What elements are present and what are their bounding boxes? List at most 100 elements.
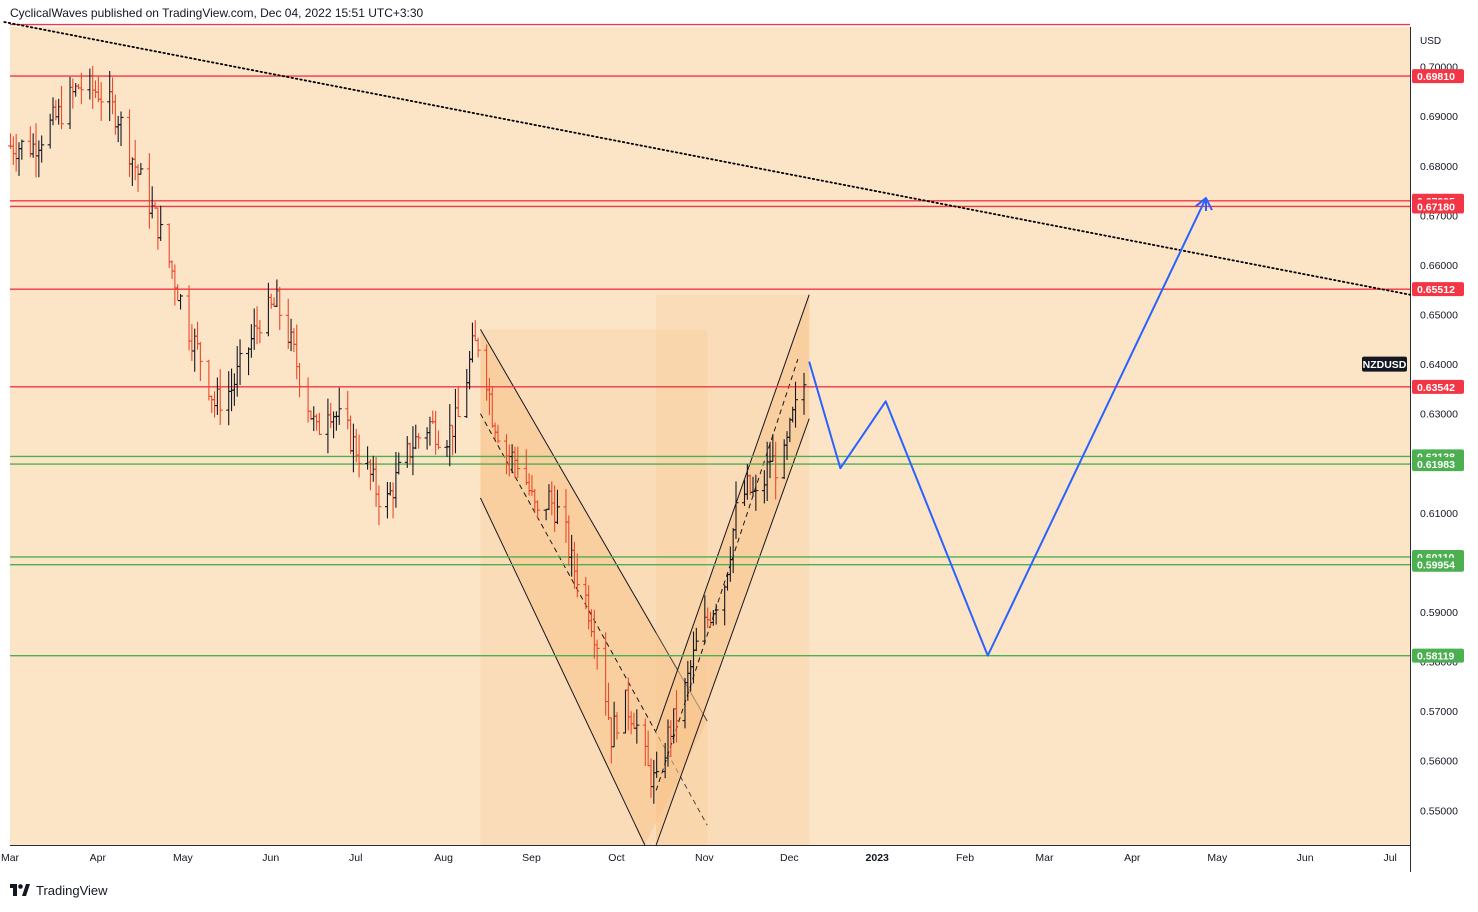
time-tick-label: May [1207,852,1228,864]
price-tick-label: 0.63000 [1420,409,1458,421]
price-axis[interactable]: USD0.700000.690000.680000.670000.660000.… [1420,36,1458,817]
time-tick-label: Dec [780,852,799,864]
price-tick-label: 0.64000 [1420,359,1458,371]
ohlc-bar [614,712,620,740]
price-tag-bg [1412,69,1464,84]
ohlc-bar [39,135,45,163]
ohlc-bar [197,342,203,382]
forecast-group[interactable] [808,197,1213,657]
ohlc-bar [158,205,164,241]
ohlc-bar [654,751,660,778]
price-tag-bg [1412,648,1464,663]
symbol-badge: NZDUSD [1362,356,1407,372]
price-tag: 0.69810 [1412,69,1464,84]
price-tag-text: 0.58119 [1417,651,1455,663]
ohlc-bar [535,500,541,520]
ohlc-bar [98,82,104,121]
brand-name: TradingView [36,882,108,898]
price-tag: 0.59954 [1412,557,1464,572]
price-tag-text: 0.61983 [1417,459,1455,471]
ohlc-bar [801,372,807,415]
price-tag-text: 0.69810 [1417,71,1455,83]
time-tick-label: Apr [1124,852,1141,864]
ohlc-bar [138,162,144,175]
up-channel-lower-line [655,418,810,846]
ohlc-bar [277,286,283,331]
ohlc-bar [673,690,679,743]
time-tick-label: Mar [1,852,20,864]
time-tick-label: Oct [608,852,624,864]
trendline-group[interactable] [3,21,1411,296]
ohlc-bar [376,485,382,526]
ohlc-bar [435,430,441,450]
ohlc-bar [495,424,501,444]
ohlc-bar [554,489,560,525]
price-tag: 0.61983 [1412,457,1464,472]
time-tick-label: Jul [1383,852,1396,864]
ohlc-bars [8,65,807,804]
ohlc-bar [297,362,303,398]
price-tick-label: 0.68000 [1420,161,1458,173]
plot-background [10,27,1410,845]
horizontal-levels[interactable] [10,23,1410,657]
time-tick-label: 2023 [866,852,890,864]
price-tag-text: 0.65512 [1417,284,1455,296]
time-tick-label: Sep [522,852,541,864]
ohlc-bar [713,603,719,625]
price-tick-label: 0.55000 [1420,805,1458,817]
ohlc-bar [773,441,779,500]
price-tag-bg [1412,379,1464,394]
forecast-arrow-tail [1205,197,1213,211]
price-tick-label: 0.56000 [1420,756,1458,768]
ohlc-bar [693,627,699,652]
ohlc-bar [356,434,362,478]
price-tick-label: 0.65000 [1420,310,1458,322]
ohlc-bar [237,339,243,385]
ohlc-bar [178,294,184,310]
price-tick-label: 0.69000 [1420,111,1458,123]
price-tag-bg [1412,457,1464,472]
time-tick-label: Aug [434,852,453,864]
ohlc-bar [336,387,342,425]
ohlc-bar [257,319,263,344]
price-tick-label: 0.61000 [1420,508,1458,520]
ohlc-bar [59,85,65,130]
time-tick-label: Apr [90,852,107,864]
ohlc-bar [733,481,739,539]
price-labels: 0.698100.672950.671800.655120.635420.621… [1362,69,1464,663]
time-axis[interactable]: Mar Apr May Jun Jul Aug Sep Oct Nov Dec 2023 Feb Mar… [1,852,1397,864]
time-tick-label: Jun [1297,852,1314,864]
price-tag-text: 0.63542 [1417,382,1455,394]
price-tick-label: 0.59000 [1420,607,1458,619]
price-tag: 0.63542 [1412,379,1464,394]
dotted-trendline[interactable] [3,21,1411,296]
price-tag: 0.67180 [1412,199,1464,214]
publish-caption: CyclicalWaves published on TradingView.c… [10,6,424,20]
price-tag-bg [1412,199,1464,214]
down-channel-fill [480,329,708,845]
ohlc-bar [634,709,640,744]
down-channel-lower-line [479,497,646,846]
footer: TradingView [10,880,108,900]
forecast-path[interactable] [808,197,1207,657]
time-tick-label: Mar [1035,852,1054,864]
ohlc-bar [396,452,402,475]
ohlc-bar [416,433,422,449]
price-tick-label: 0.66000 [1420,260,1458,272]
price-tag-bg [1412,282,1464,297]
ohlc-bar [793,381,799,428]
ohlc-bar [118,111,124,147]
tradingview-logo-icon [10,884,30,896]
ohlc-bar [455,387,461,418]
price-tag: 0.58119 [1412,648,1464,663]
time-tick-label: Nov [695,852,714,864]
ohlc-bar [753,474,759,511]
time-tick-label: Jul [349,852,362,864]
price-tag: 0.65512 [1412,282,1464,297]
price-tag-bg [1412,557,1464,572]
ohlc-bar [78,72,84,105]
ohlc-bar [475,337,481,358]
price-tag-text: 0.67180 [1417,201,1455,213]
